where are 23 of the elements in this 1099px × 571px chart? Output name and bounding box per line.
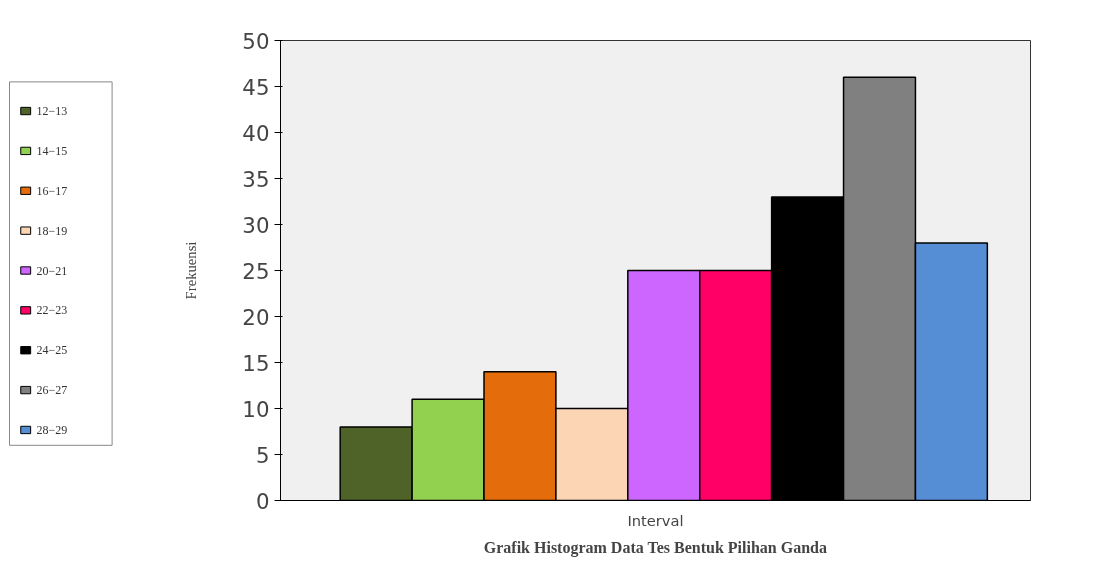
y-tick-label: 10 — [242, 396, 270, 422]
y-tick-label: 0 — [255, 488, 270, 514]
y-axis-title: Frekuensi — [183, 241, 200, 300]
legend-label: 26−27 — [36, 383, 68, 398]
legend-label: 16−17 — [36, 183, 68, 198]
y-tick-label: 45 — [242, 74, 270, 100]
legend-label: 20−21 — [36, 263, 68, 278]
legend-label: 18−19 — [36, 223, 68, 238]
x-axis-title: Interval — [627, 511, 684, 529]
y-tick-label: 5 — [255, 442, 270, 468]
y-tick-label: 25 — [242, 258, 270, 284]
y-tick-label: 35 — [242, 166, 270, 192]
y-tick-label: 50 — [242, 28, 270, 54]
y-tick-label: 20 — [242, 304, 270, 330]
legend-label: 14−15 — [36, 143, 68, 158]
legend-label: 22−23 — [36, 303, 68, 318]
text: Grafik Histogram Data Tes Bentuk Pilihan Ganda — [483, 538, 827, 557]
y-tick-label: 30 — [242, 212, 270, 238]
legend-label: 28−29 — [36, 422, 68, 437]
legend-label: 24−25 — [36, 343, 68, 358]
y-tick-label: 15 — [242, 350, 270, 376]
legend-label: 12−13 — [36, 104, 68, 119]
y-tick-label: 40 — [242, 120, 270, 146]
